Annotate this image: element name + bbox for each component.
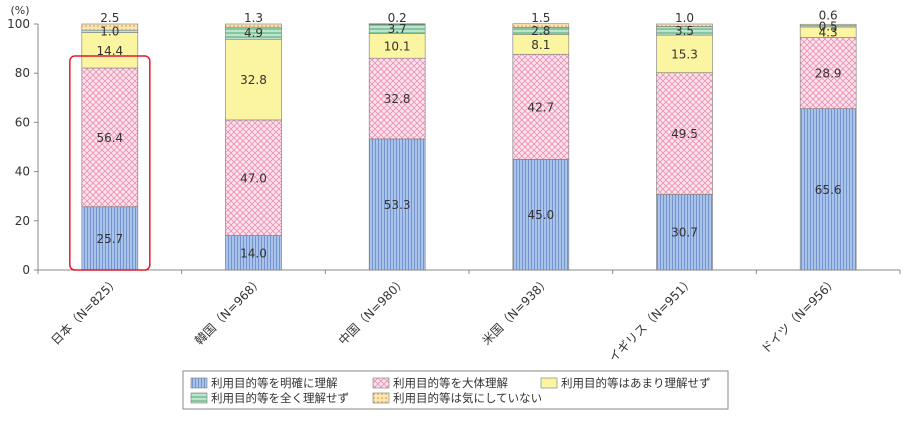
bar-segment (81, 206, 139, 271)
y-tick-label: 60 (15, 115, 30, 129)
legend: 利用目的等を明確に理解 利用目的等を大体理解 利用目的等はあまり理解せず利用目的等を… (182, 370, 729, 410)
data-label: 1.3 (244, 11, 263, 25)
bar-segment (368, 23, 426, 25)
labels-layer: 25.756.414.41.02.5日本（N=825）14.047.032.84… (48, 8, 841, 364)
bar-segment (225, 235, 282, 271)
data-label: 0.2 (388, 11, 407, 25)
data-label: 47.0 (240, 171, 267, 185)
bar-segment (225, 23, 282, 28)
legend-label: 利用目的等は気にしていない (393, 391, 542, 405)
data-label: 25.7 (96, 232, 123, 246)
data-label: 30.7 (671, 226, 698, 240)
data-label: 2.5 (100, 11, 119, 25)
bar-segment (81, 67, 139, 208)
legend-swatch (372, 392, 390, 404)
bar-segment (656, 72, 713, 195)
x-category-label: 中国（N=980） (335, 274, 409, 348)
x-category-label: 米国（N=938） (479, 274, 552, 347)
legend-box (182, 370, 729, 410)
data-label: 65.6 (815, 183, 842, 197)
bar-segment (368, 138, 426, 271)
data-label: 53.3 (384, 198, 411, 212)
data-label: 32.8 (240, 73, 267, 87)
y-unit-label: (%) (10, 4, 29, 17)
data-label: 32.8 (384, 92, 411, 106)
bar-segment (799, 108, 857, 271)
data-label: 4.3 (819, 26, 838, 40)
data-label: 0.6 (819, 8, 838, 22)
legend-swatch (372, 377, 390, 389)
bar-segment (512, 23, 570, 28)
y-tick-label: 20 (15, 214, 30, 228)
bar-segment (81, 32, 139, 69)
bar-segment (656, 23, 713, 27)
bar-segment (225, 119, 282, 236)
data-label: 1.0 (100, 24, 119, 38)
bar-segment (81, 23, 139, 31)
data-label: 14.0 (240, 246, 267, 260)
data-label: 8.1 (531, 38, 550, 52)
x-category-label: イギリス（N=951） (606, 274, 696, 364)
data-label: 45.0 (527, 208, 554, 222)
bar-segment (225, 38, 282, 121)
y-tick-label: 40 (15, 165, 30, 179)
data-label: 1.5 (531, 11, 550, 25)
data-label: 0.5 (819, 19, 838, 33)
bar-segment (368, 33, 426, 59)
data-label: 3.5 (675, 24, 694, 38)
data-label: 15.3 (671, 47, 698, 61)
bar-segment (799, 37, 857, 109)
data-label: 10.1 (384, 39, 411, 53)
data-label: 42.7 (527, 100, 554, 114)
y-tick-label: 80 (15, 66, 30, 80)
legend-label: 利用目的等はあまり理解せず (561, 376, 711, 390)
legend-label: 利用目的等を明確に理解 (211, 376, 338, 390)
bars-layer (81, 23, 857, 271)
data-label: 1.0 (675, 11, 694, 25)
x-category-label: ドイツ（N=956） (758, 274, 840, 356)
bar-segment (512, 159, 570, 271)
bar-segment (656, 34, 713, 74)
data-label: 28.9 (815, 67, 842, 81)
data-label: 14.4 (96, 44, 123, 58)
x-category-label: 日本（N=825） (48, 274, 121, 347)
axis-layer: 0 20 40 60 80 100(%) (7, 4, 901, 277)
legend-swatch (190, 377, 208, 389)
y-tick-label: 0 (22, 263, 30, 277)
data-label: 2.8 (531, 24, 550, 38)
bar-segment (368, 57, 426, 140)
data-label: 4.9 (244, 26, 263, 40)
legend-label: 利用目的等を大体理解 (393, 376, 508, 390)
highlight-frame (69, 55, 151, 271)
data-label: 49.5 (671, 127, 698, 141)
legend-label: 利用目的等を全く理解せず (211, 391, 349, 405)
x-category-label: 韓国（N=968） (192, 274, 265, 347)
y-tick-label: 100 (7, 17, 30, 31)
data-label: 3.7 (388, 22, 407, 36)
bar-segment (656, 194, 713, 271)
legend-swatch (540, 377, 558, 389)
data-label: 56.4 (96, 131, 123, 145)
bar-segment (799, 23, 857, 27)
legend-swatch (190, 392, 208, 404)
bar-segment (512, 53, 570, 160)
